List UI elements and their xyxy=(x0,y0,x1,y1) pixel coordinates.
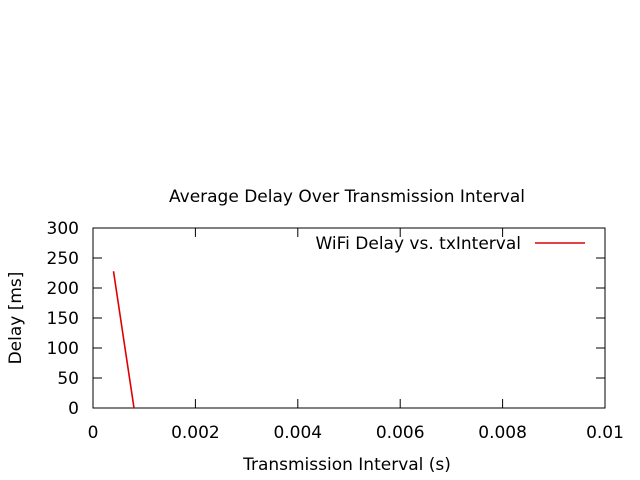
y-tick-label: 200 xyxy=(47,279,79,299)
y-tick-label: 300 xyxy=(47,219,79,239)
plot-frame xyxy=(92,227,606,409)
y-tick-label: 0 xyxy=(68,399,79,419)
x-tick-label: 0.006 xyxy=(376,423,425,443)
y-axis-label: Delay [ms] xyxy=(6,272,26,365)
x-tick-label: 0.01 xyxy=(586,423,624,443)
legend: WiFi Delay vs. txInterval xyxy=(315,234,585,254)
x-axis: 0 0.002 0.004 0.006 0.008 0.01 xyxy=(88,228,624,443)
y-tick-label: 250 xyxy=(47,249,79,269)
chart-title: Average Delay Over Transmission Interval xyxy=(169,187,525,207)
series-line xyxy=(112,271,135,409)
y-tick-label: 100 xyxy=(47,339,79,359)
y-axis: 0 50 100 150 200 250 300 xyxy=(47,219,605,419)
x-tick-label: 0.002 xyxy=(171,423,220,443)
x-axis-label: Transmission Interval (s) xyxy=(242,455,451,475)
x-tick-label: 0 xyxy=(88,423,99,443)
y-tick-label: 50 xyxy=(57,369,79,389)
x-tick-label: 0.004 xyxy=(273,423,322,443)
legend-label: WiFi Delay vs. txInterval xyxy=(315,234,521,254)
x-tick-label: 0.008 xyxy=(478,423,527,443)
series-group xyxy=(112,271,135,409)
y-tick-label: 150 xyxy=(47,309,79,329)
